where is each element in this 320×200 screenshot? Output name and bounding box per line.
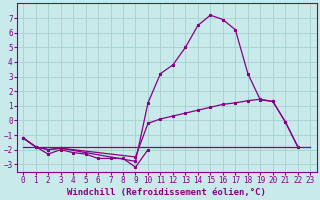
X-axis label: Windchill (Refroidissement éolien,°C): Windchill (Refroidissement éolien,°C) — [67, 188, 266, 197]
